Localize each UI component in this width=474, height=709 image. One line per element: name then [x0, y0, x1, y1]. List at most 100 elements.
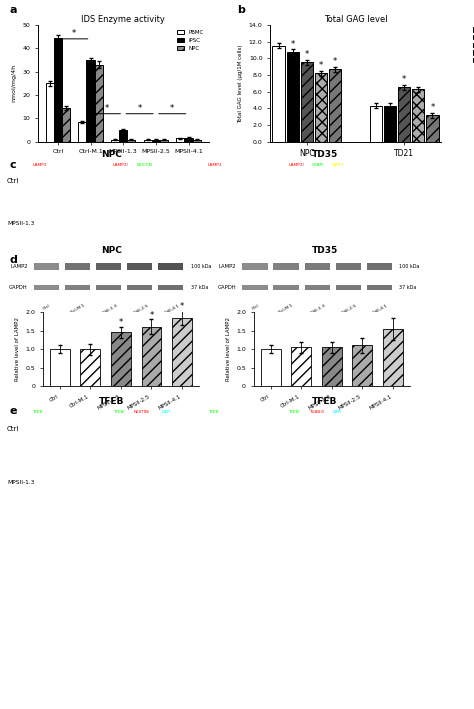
Bar [172, 318, 192, 386]
Text: Ctrl-M.1: Ctrl-M.1 [69, 303, 86, 316]
Title: Total GAG level: Total GAG level [324, 15, 387, 24]
Text: TFEB: TFEB [99, 397, 124, 406]
Text: LAMP2: LAMP2 [219, 264, 236, 269]
Bar [292, 347, 311, 386]
Bar [383, 329, 403, 386]
Text: MPSII-4.1: MPSII-4.1 [161, 303, 181, 317]
Bar [273, 263, 299, 270]
Bar [370, 106, 382, 142]
Bar [304, 263, 330, 270]
Bar [111, 140, 119, 142]
Bar [176, 138, 184, 142]
Text: d: d [9, 255, 18, 265]
Text: TFEB/: TFEB/ [113, 410, 125, 414]
Text: *: * [119, 318, 123, 328]
Bar [322, 347, 342, 386]
Text: TFEB: TFEB [312, 397, 337, 406]
Text: *: * [291, 40, 295, 48]
Text: GAPDH: GAPDH [218, 285, 236, 290]
Text: LAMP2/: LAMP2/ [288, 163, 304, 167]
Bar [96, 285, 121, 290]
Text: GFAP/: GFAP/ [312, 163, 325, 167]
Text: TUBB3/: TUBB3/ [309, 410, 324, 414]
Bar [286, 52, 299, 142]
Bar [34, 263, 59, 270]
Text: Ctrl: Ctrl [42, 303, 51, 311]
Bar [304, 285, 330, 290]
Text: *: * [430, 103, 435, 112]
Text: LAMP2: LAMP2 [32, 163, 47, 167]
Bar [353, 345, 372, 386]
Bar [96, 263, 121, 270]
Bar [81, 350, 100, 386]
Text: LAMP2: LAMP2 [208, 163, 222, 167]
Text: NPC: NPC [101, 150, 122, 160]
Text: TD35: TD35 [311, 150, 338, 160]
Text: MPSII-1.3: MPSII-1.3 [7, 220, 35, 226]
Bar [329, 69, 341, 142]
Text: *: * [180, 301, 184, 311]
Text: MPSII-4.1: MPSII-4.1 [370, 303, 389, 317]
Text: MPSII-1.3: MPSII-1.3 [308, 303, 327, 317]
Bar [158, 285, 183, 290]
Bar [34, 285, 59, 290]
Bar [119, 130, 128, 142]
Bar [65, 263, 91, 270]
Text: MPSII-2.5: MPSII-2.5 [338, 303, 358, 317]
Bar [192, 140, 201, 142]
Bar [366, 285, 392, 290]
Text: *: * [72, 28, 76, 38]
Text: MPSII-1.3: MPSII-1.3 [7, 479, 35, 485]
Text: Ctrl: Ctrl [7, 426, 19, 432]
Text: c: c [9, 160, 16, 169]
Bar [158, 263, 183, 270]
Bar [273, 285, 299, 290]
Y-axis label: Total GAG level (μg/1M cells): Total GAG level (μg/1M cells) [238, 44, 243, 123]
Bar [50, 350, 70, 386]
Y-axis label: Relative level of LAMP2: Relative level of LAMP2 [15, 317, 19, 381]
Bar [336, 285, 361, 290]
Bar [366, 263, 392, 270]
Text: *: * [305, 50, 309, 60]
Legend: Ctrl, Ctrl-M.1, MPSII-1.3, MPSII-2.5, MPSII-4.1: Ctrl, Ctrl-M.1, MPSII-1.3, MPSII-2.5, MP… [471, 25, 474, 65]
Text: e: e [9, 406, 17, 415]
Bar [315, 73, 327, 142]
Text: TFEB: TFEB [208, 410, 218, 414]
Bar [65, 285, 91, 290]
Bar [426, 115, 438, 142]
Text: LAMP2/: LAMP2/ [113, 163, 129, 167]
Text: *: * [333, 57, 337, 66]
Text: a: a [9, 5, 17, 15]
Bar [152, 140, 160, 142]
Text: NESTIN/: NESTIN/ [133, 410, 149, 414]
Bar [301, 62, 313, 142]
Text: Ctrl: Ctrl [251, 303, 260, 311]
Title: IDS Enzyme activity: IDS Enzyme activity [82, 15, 165, 24]
Bar [86, 60, 95, 142]
Bar [144, 140, 152, 142]
Bar [127, 285, 153, 290]
Bar [336, 263, 361, 270]
Text: MPSII-2.5: MPSII-2.5 [130, 303, 149, 317]
Bar [184, 138, 192, 142]
Bar [46, 84, 54, 142]
Bar [95, 65, 103, 142]
Bar [62, 108, 70, 142]
Legend: PBMC, iPSC, NPC: PBMC, iPSC, NPC [175, 28, 206, 53]
Text: 100 kDa: 100 kDa [191, 264, 211, 269]
Bar [111, 333, 131, 386]
Text: DAPI: DAPI [162, 410, 171, 414]
Bar [243, 285, 268, 290]
Bar [54, 38, 62, 142]
Y-axis label: Relative level of LAMP2: Relative level of LAMP2 [226, 317, 230, 381]
Text: 100 kDa: 100 kDa [399, 264, 419, 269]
Bar [127, 263, 153, 270]
Text: *: * [105, 104, 109, 113]
Text: Ctrl: Ctrl [7, 178, 19, 184]
Text: *: * [402, 75, 406, 84]
Text: TD35: TD35 [311, 246, 338, 255]
Text: GAPDH: GAPDH [9, 285, 27, 290]
Text: DAPI: DAPI [333, 410, 343, 414]
Text: b: b [237, 5, 245, 15]
Text: LAMP2: LAMP2 [10, 264, 27, 269]
